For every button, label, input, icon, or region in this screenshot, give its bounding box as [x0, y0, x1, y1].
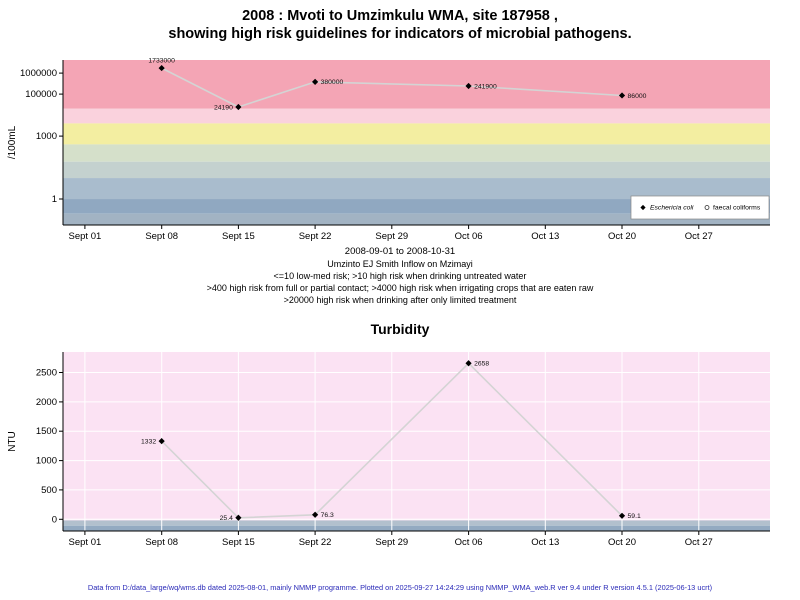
guideline-band	[63, 123, 770, 145]
guideline-band	[63, 520, 770, 526]
caption-risk-contact: >400 high risk from full or partial cont…	[206, 283, 594, 293]
data-point-marker	[235, 514, 242, 521]
y-tick-label: 1000	[36, 456, 57, 467]
y-tick-label: 1500	[36, 426, 57, 437]
y-tick-label: 2000	[36, 397, 57, 408]
x-tick-label: Sept 22	[299, 231, 332, 242]
data-point-marker	[465, 82, 472, 90]
microbial-pathogens-chart: 1733000 24190 380000 241900 86000 Sept 01 Sept…	[7, 58, 770, 242]
y-tick-label: 1	[52, 194, 57, 205]
data-point-label: 2658	[474, 361, 489, 368]
data-point-label: 86000	[628, 93, 647, 100]
x-tick-label: Sept 29	[375, 231, 408, 242]
guideline-band	[63, 213, 770, 225]
data-point-label: 1332	[141, 438, 156, 445]
guideline-band	[63, 178, 770, 200]
guideline-band	[63, 199, 770, 214]
legend-circle-icon	[704, 205, 710, 210]
turbidity-title: Turbidity	[370, 321, 430, 337]
turbidity-chart: 1332 25.4 76.3 2658 59.1 Sept 01 Sept 08 Sept 1…	[7, 352, 770, 548]
x-tick-label: Sept 01	[69, 231, 102, 242]
legend-label-ecoli: Eschericia coli	[650, 205, 694, 212]
x-tick-label: Oct 27	[685, 537, 713, 548]
x-tick-label: Sept 22	[299, 537, 332, 548]
page-title-line2: showing high risk guidelines for indicat…	[168, 26, 632, 42]
data-point-marker	[158, 64, 165, 72]
x-tick-label: Sept 08	[145, 537, 178, 548]
data-point-label: 1733000	[148, 58, 175, 65]
data-point-label: 241900	[474, 83, 497, 90]
data-point-marker	[312, 78, 319, 86]
legend-box	[630, 195, 770, 220]
guideline-band	[63, 352, 770, 521]
y-axis-title: /100mL	[7, 125, 18, 159]
y-tick-label: 100000	[25, 89, 57, 100]
x-tick-label: Oct 20	[608, 537, 636, 548]
caption-risk-treatment: >20000 high risk when drinking after onl…	[283, 295, 517, 305]
y-axis-title: NTU	[7, 431, 18, 452]
y-tick-label: 500	[41, 485, 57, 496]
legend-diamond-icon	[640, 204, 646, 211]
x-tick-label: Oct 06	[455, 231, 483, 242]
data-point-marker	[312, 511, 319, 518]
x-tick-label: Sept 08	[145, 231, 178, 242]
footer-provenance: Data from D:/data_large/wq/wms.db dated …	[87, 583, 713, 592]
data-point-label: 25.4	[220, 515, 233, 522]
data-point-label: 380000	[321, 79, 344, 86]
x-tick-label: Sept 29	[375, 537, 408, 548]
x-tick-label: Oct 20	[608, 231, 636, 242]
x-tick-label: Sept 01	[69, 537, 102, 548]
data-point-label: 59.1	[628, 513, 641, 520]
y-tick-label: 1000000	[20, 68, 57, 79]
date-range-label: 2008-09-01 to 2008-10-31	[344, 246, 456, 257]
data-point-label: 24190	[214, 104, 233, 111]
x-tick-label: Oct 13	[531, 537, 559, 548]
guideline-band	[63, 161, 770, 179]
y-tick-label: 1000	[36, 131, 57, 142]
x-tick-label: Sept 15	[222, 231, 255, 242]
x-tick-label: Oct 06	[455, 537, 483, 548]
caption-risk-drinking: <=10 low-med risk; >10 high risk when dr…	[273, 271, 527, 281]
data-point-marker	[618, 92, 626, 99]
y-tick-label: 0	[52, 514, 57, 525]
page-title-line1: 2008 : Mvoti to Umzimkulu WMA, site 1879…	[242, 8, 558, 24]
guideline-band	[63, 108, 770, 124]
data-point-marker	[465, 360, 472, 367]
data-point-label: 76.3	[321, 512, 334, 519]
x-tick-label: Oct 27	[685, 231, 713, 242]
x-tick-label: Oct 13	[531, 231, 559, 242]
guideline-band	[63, 525, 770, 531]
legend-label-faecal: faecal coliforms	[713, 205, 761, 212]
x-tick-label: Sept 15	[222, 537, 255, 548]
caption-site-name: Umzinto EJ Smith Inflow on Mzimayi	[327, 259, 473, 269]
y-tick-label: 2500	[36, 368, 57, 379]
guideline-band	[63, 144, 770, 162]
